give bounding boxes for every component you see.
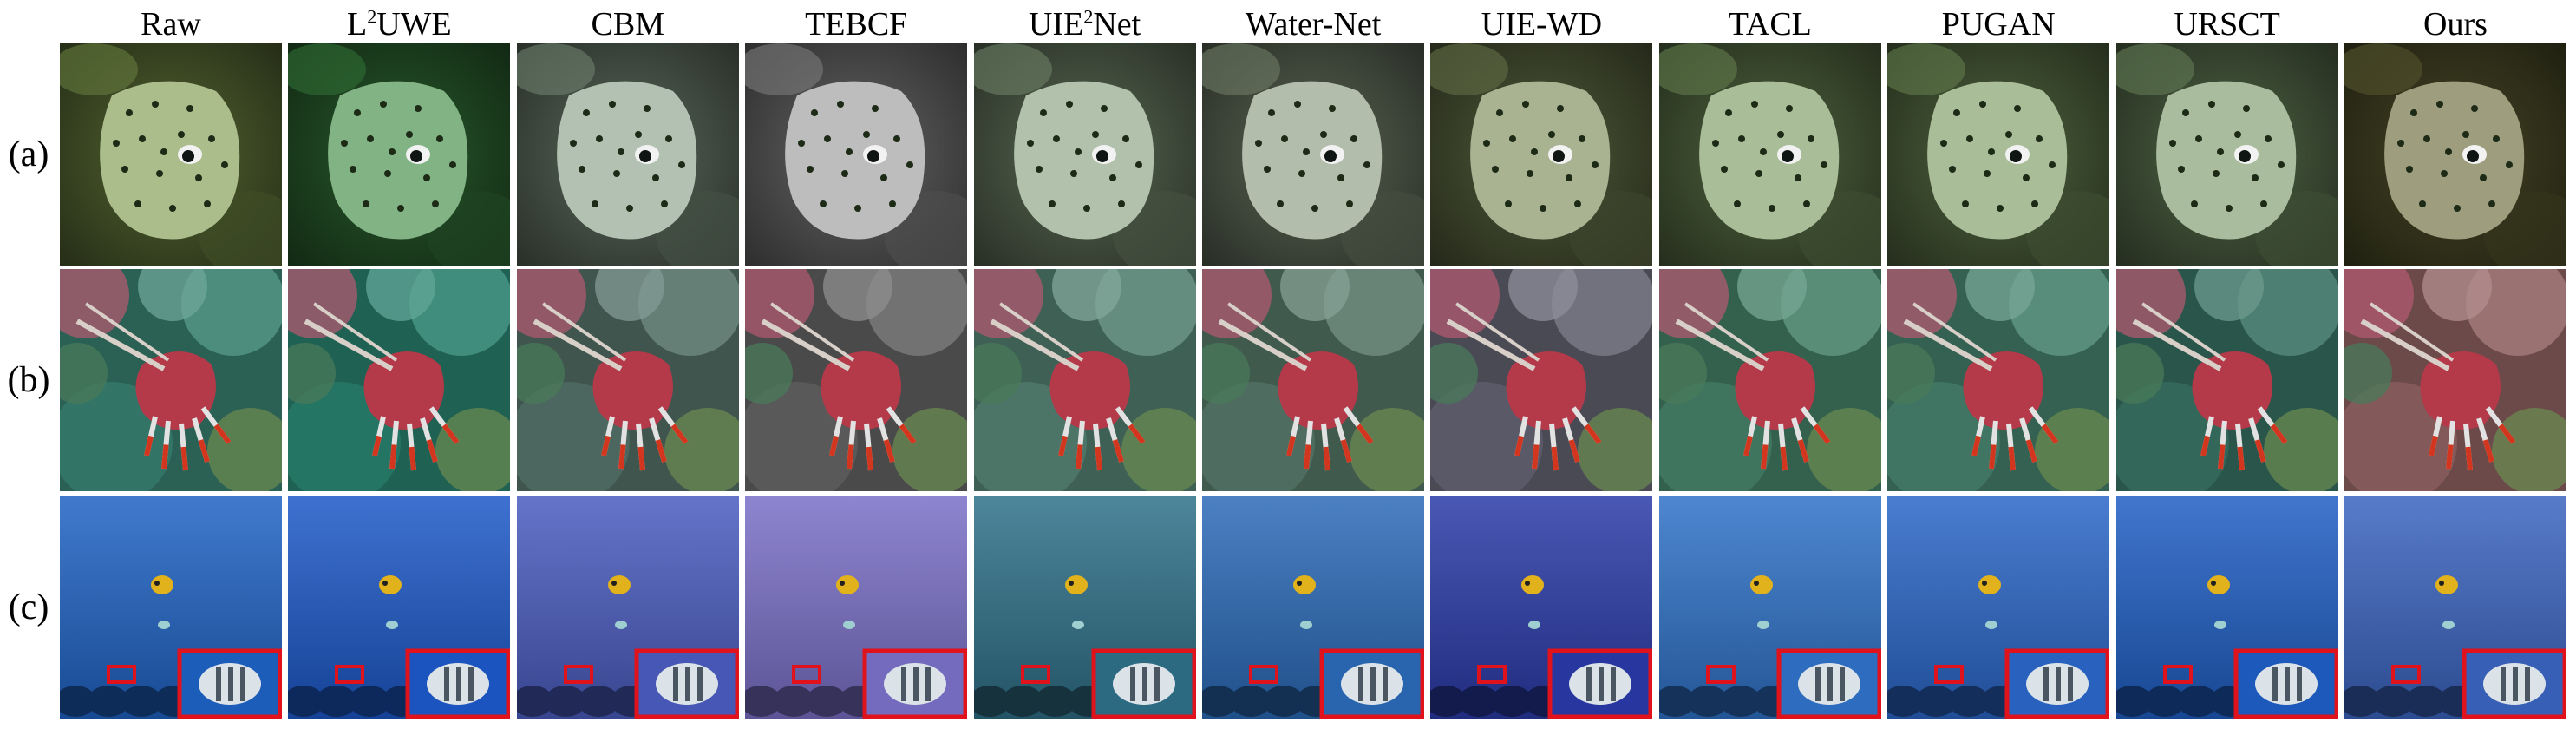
column-header-ours: Ours <box>2423 6 2488 43</box>
image-water-net-row-c <box>1202 496 1424 719</box>
column-header-l2uwe: L2UWE <box>347 5 452 43</box>
image-uie2net-row-a <box>973 43 1196 266</box>
image-tacl-row-c <box>1658 496 1881 719</box>
image-tacl-row-a <box>1658 43 1881 266</box>
image-raw-row-a <box>60 43 282 266</box>
column-header-uie2net: UIE2Net <box>1029 5 1141 43</box>
row-label-c: (c) <box>8 588 49 627</box>
image-ursct-row-c <box>2115 496 2338 719</box>
image-ours-row-b <box>2344 269 2566 491</box>
image-tebcf-row-b <box>745 269 968 491</box>
column-header-tacl: TACL <box>1728 6 1812 43</box>
image-water-net-row-a <box>1202 43 1424 266</box>
image-raw-row-b <box>60 269 282 491</box>
image-water-net-row-b <box>1202 269 1424 491</box>
image-tacl-row-b <box>1658 269 1881 491</box>
image-uie-wd-row-a <box>1430 43 1653 266</box>
image-l2uwe-row-b <box>288 269 511 491</box>
image-raw-row-c <box>60 496 282 719</box>
column-header-cbm: CBM <box>591 6 665 43</box>
image-l2uwe-row-a <box>288 43 511 266</box>
row-label-b: (b) <box>7 360 50 400</box>
image-cbm-row-b <box>516 269 739 491</box>
image-ursct-row-b <box>2115 269 2338 491</box>
image-ursct-row-a <box>2115 43 2338 266</box>
column-header-uie-wd: UIE-WD <box>1481 6 1603 43</box>
image-uie-wd-row-c <box>1430 496 1653 719</box>
image-uie2net-row-b <box>973 269 1196 491</box>
column-header-tebcf: TEBCF <box>805 6 908 43</box>
image-tebcf-row-c <box>745 496 968 719</box>
image-pugan-row-c <box>1887 496 2110 719</box>
column-header-raw: Raw <box>141 6 201 43</box>
image-pugan-row-b <box>1887 269 2110 491</box>
image-ours-row-a <box>2344 43 2566 266</box>
row-label-a: (a) <box>8 135 49 174</box>
image-ours-row-c <box>2344 496 2566 719</box>
image-l2uwe-row-c <box>288 496 511 719</box>
image-cbm-row-c <box>516 496 739 719</box>
image-uie-wd-row-b <box>1430 269 1653 491</box>
image-tebcf-row-a <box>745 43 968 266</box>
image-cbm-row-a <box>516 43 739 266</box>
column-header-pugan: PUGAN <box>1941 6 2056 43</box>
image-pugan-row-a <box>1887 43 2110 266</box>
column-header-ursct: URSCT <box>2174 6 2280 43</box>
column-header-water-net: Water-Net <box>1245 6 1382 43</box>
image-uie2net-row-c <box>973 496 1196 719</box>
